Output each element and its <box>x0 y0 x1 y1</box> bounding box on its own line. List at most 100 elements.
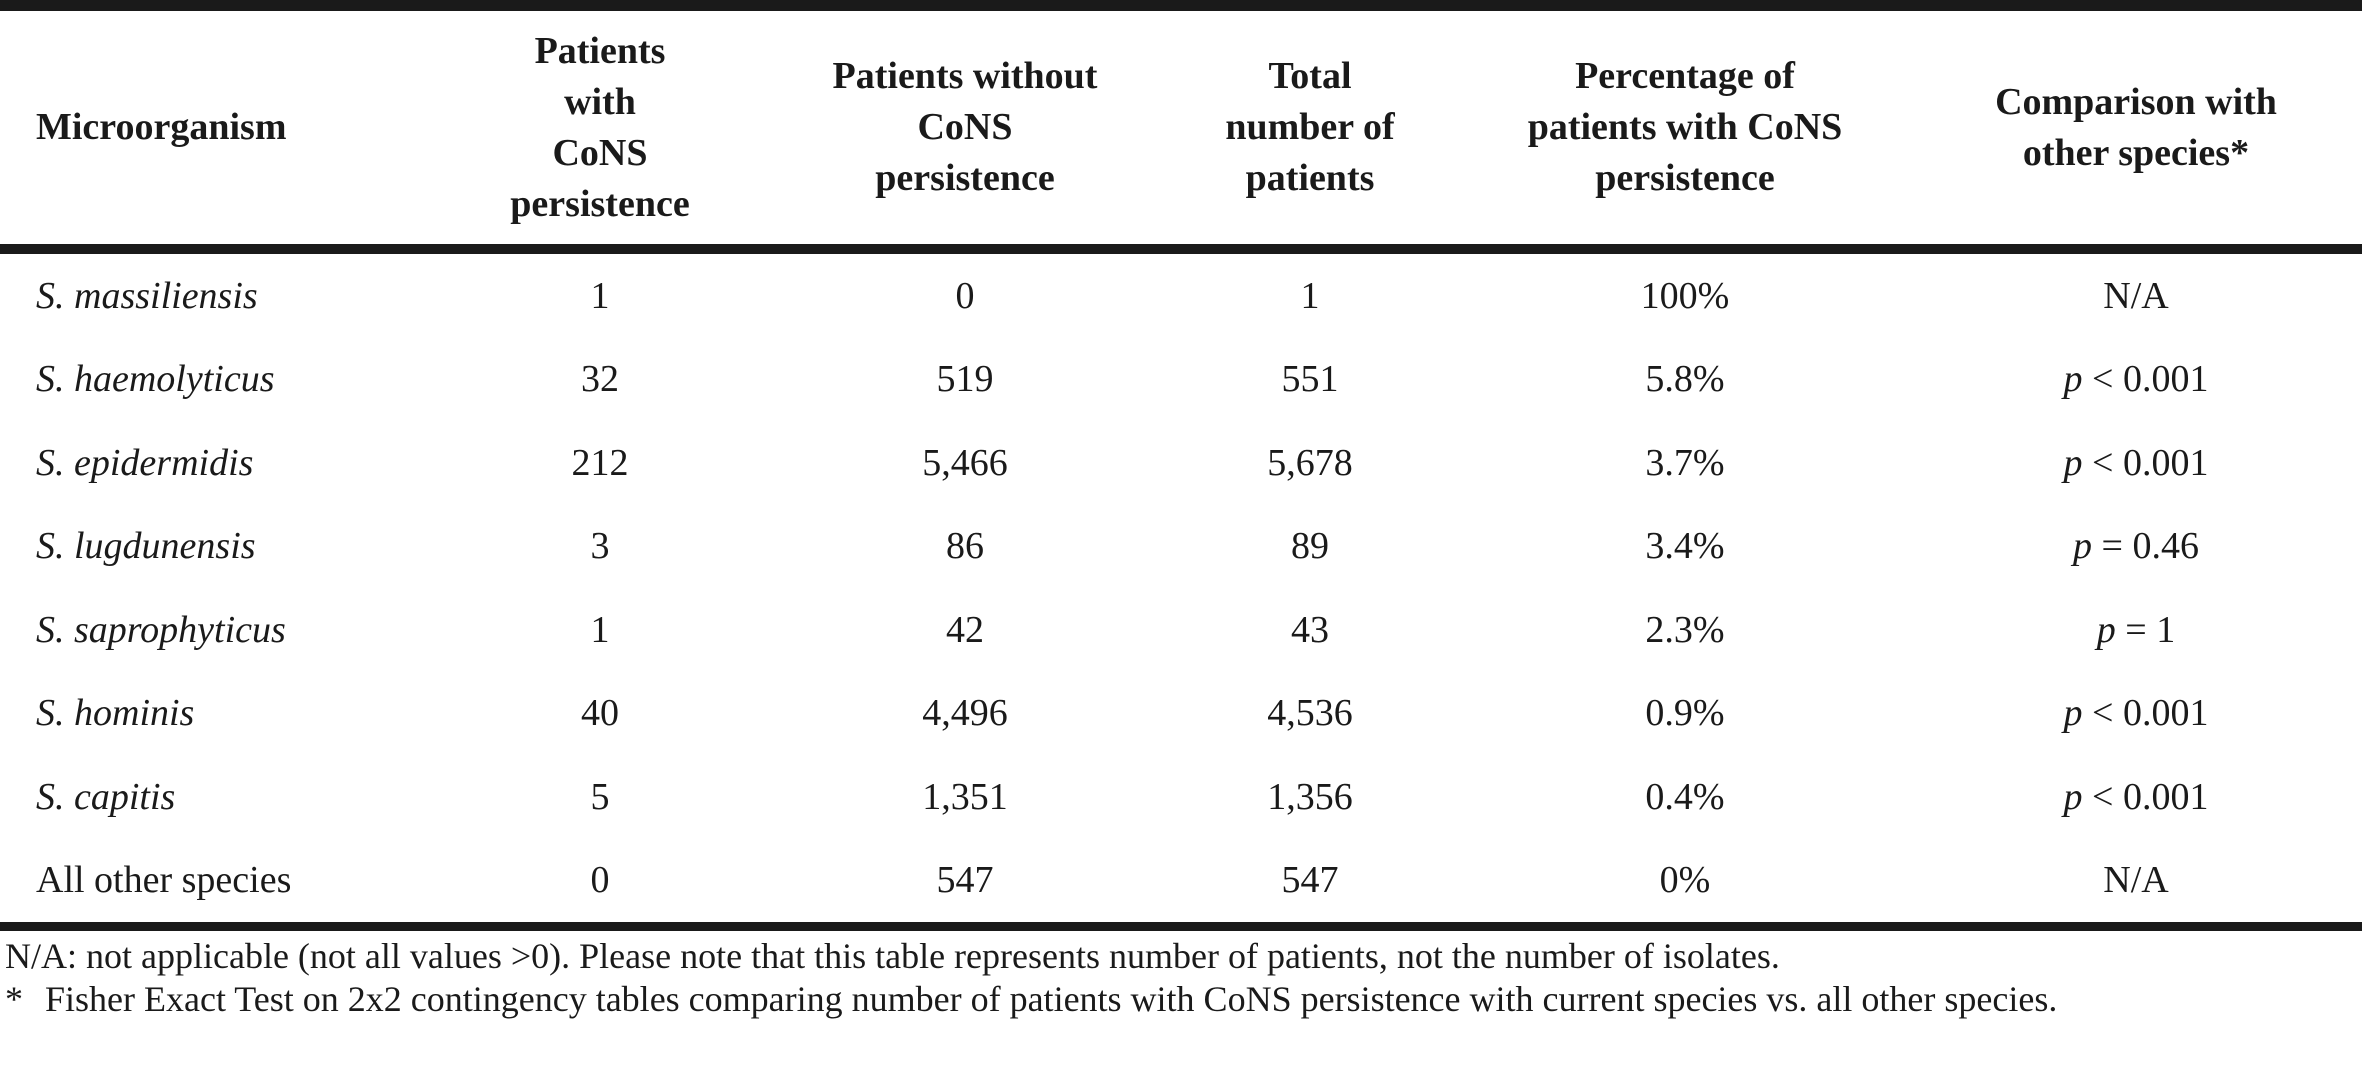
header-line: with <box>564 80 636 123</box>
cell-total: 89 <box>1291 525 1329 568</box>
table-row: S. massiliensis 1 0 1 100% N/A <box>0 254 2362 338</box>
p-value-symbol: p <box>2063 441 2083 484</box>
table-row: S. capitis 5 1,351 1,356 0.4% p < 0.001 <box>0 755 2362 839</box>
comparison-value: = 0.46 <box>2092 525 2199 568</box>
p-value-symbol: p <box>2063 775 2083 818</box>
cell-microorganism: S. saprophyticus <box>36 608 286 651</box>
cell-without-persistence: 547 <box>936 859 994 902</box>
cell-without-persistence: 0 <box>955 274 975 317</box>
cell-comparison: p < 0.001 <box>1910 421 2362 505</box>
comparison-value: = 1 <box>2115 608 2176 651</box>
header-microorganism: Microorganism <box>0 11 430 244</box>
cell-without-persistence: 4,496 <box>922 692 1008 735</box>
cell-percentage: 0.9% <box>1645 692 1725 735</box>
cell-microorganism: S. haemolyticus <box>36 358 275 401</box>
cell-without-persistence: 42 <box>946 608 984 651</box>
header-line: Comparison with <box>1995 80 2277 123</box>
header-percentage-persistence: Percentage of patients with CoNS persisten… <box>1460 11 1910 244</box>
comparison-value: < 0.001 <box>2082 441 2209 484</box>
p-value-symbol: p <box>2073 525 2093 568</box>
cell-total: 1,356 <box>1267 775 1353 818</box>
table-row: S. saprophyticus 1 42 43 2.3% p = 1 <box>0 588 2362 672</box>
cell-with-persistence: 1 <box>590 608 610 651</box>
footnote-star: * Fisher Exact Test on 2x2 contingency t… <box>5 978 2305 1021</box>
p-value-symbol: p <box>2096 608 2116 651</box>
persistence-table: Microorganism Patients with CoNS persistenc… <box>0 11 2362 922</box>
header-total-patients: Total number of patients <box>1160 11 1460 244</box>
results-table-container: Microorganism Patients with CoNS persistenc… <box>0 0 2362 931</box>
header-line: Patients <box>534 29 666 72</box>
footnote-star-mark: * <box>5 979 23 1019</box>
cell-percentage: 0.4% <box>1645 775 1725 818</box>
header-line: CoNS <box>917 106 1013 148</box>
cell-total: 4,536 <box>1267 692 1353 735</box>
cell-comparison: p < 0.001 <box>1910 755 2362 839</box>
cell-percentage: 3.7% <box>1645 441 1725 484</box>
cell-percentage: 0% <box>1659 859 1711 902</box>
header-line: Percentage of <box>1575 55 1795 97</box>
p-value-symbol: p <box>2063 692 2083 735</box>
header-line: patients with CoNS <box>1527 106 1843 148</box>
cell-total: 1 <box>1300 274 1320 317</box>
cell-with-persistence: 5 <box>590 775 610 818</box>
cell-percentage: 5.8% <box>1645 358 1725 401</box>
header-comparison: Comparison with other species* <box>1910 11 2362 244</box>
header-patients-with-persistence: Patients with CoNS persistence <box>430 11 770 244</box>
table-row: S. epidermidis 212 5,466 5,678 3.7% p < 0.001 <box>0 421 2362 505</box>
cell-total: 43 <box>1291 608 1329 651</box>
cell-with-persistence: 3 <box>590 525 610 568</box>
table-row: S. hominis 40 4,496 4,536 0.9% p < 0.001 <box>0 672 2362 756</box>
cell-comparison: N/A <box>1910 254 2362 338</box>
cell-with-persistence: 212 <box>571 441 629 484</box>
cell-comparison: p = 1 <box>1910 588 2362 672</box>
comparison-value: N/A <box>2103 859 2169 902</box>
cell-microorganism: All other species <box>36 859 292 902</box>
cell-comparison: p < 0.001 <box>1910 338 2362 422</box>
cell-with-persistence: 40 <box>581 692 619 735</box>
footnote-na: N/A: not applicable (not all values >0).… <box>5 936 1780 976</box>
table-body: S. massiliensis 1 0 1 100% N/A S. haemolyticus… <box>0 254 2362 922</box>
comparison-value: < 0.001 <box>2082 775 2209 818</box>
header-rule <box>0 244 2362 254</box>
table-row: All other species 0 547 547 0% N/A <box>0 839 2362 923</box>
header-line: Total <box>1268 55 1352 97</box>
cell-microorganism: S. massiliensis <box>36 274 258 317</box>
cell-percentage: 100% <box>1640 274 1730 317</box>
cell-microorganism: S. hominis <box>36 692 195 735</box>
p-value-symbol: p <box>2063 358 2083 401</box>
header-line: Patients without <box>832 55 1098 97</box>
cell-microorganism: S. lugdunensis <box>36 525 256 568</box>
header-line: Microorganism <box>36 106 287 148</box>
comparison-value: < 0.001 <box>2082 692 2209 735</box>
cell-with-persistence: 0 <box>590 859 610 902</box>
cell-microorganism: S. capitis <box>36 775 176 818</box>
table-row: S. haemolyticus 32 519 551 5.8% p < 0.001 <box>0 338 2362 422</box>
top-rule <box>0 0 2362 11</box>
cell-comparison: N/A <box>1910 839 2362 923</box>
cell-percentage: 2.3% <box>1645 608 1725 651</box>
comparison-value: < 0.001 <box>2082 358 2209 401</box>
cell-percentage: 3.4% <box>1645 525 1725 568</box>
cell-with-persistence: 1 <box>590 274 610 317</box>
cell-total: 5,678 <box>1267 441 1353 484</box>
cell-with-persistence: 32 <box>581 358 619 401</box>
cell-without-persistence: 1,351 <box>922 775 1008 818</box>
header-line: persistence <box>510 182 690 225</box>
cell-without-persistence: 86 <box>946 525 984 568</box>
cell-microorganism: S. epidermidis <box>36 441 254 484</box>
footnote-star-text: Fisher Exact Test on 2x2 contingency tab… <box>45 979 2058 1019</box>
table-row: S. lugdunensis 3 86 89 3.4% p = 0.46 <box>0 505 2362 589</box>
header-line: CoNS <box>552 131 648 174</box>
header-line: persistence <box>1595 157 1775 199</box>
header-line: persistence <box>875 157 1055 199</box>
table-footnotes: N/A: not applicable (not all values >0).… <box>5 935 2305 1021</box>
header-line: patients <box>1245 157 1375 199</box>
cell-without-persistence: 519 <box>936 358 994 401</box>
cell-total: 547 <box>1281 859 1339 902</box>
bottom-rule <box>0 922 2362 931</box>
cell-comparison: p = 0.46 <box>1910 505 2362 589</box>
header-line: other species* <box>2022 131 2250 174</box>
header-line: number of <box>1225 106 1395 148</box>
header-row: Microorganism Patients with CoNS persistenc… <box>0 11 2362 244</box>
cell-without-persistence: 5,466 <box>922 441 1008 484</box>
